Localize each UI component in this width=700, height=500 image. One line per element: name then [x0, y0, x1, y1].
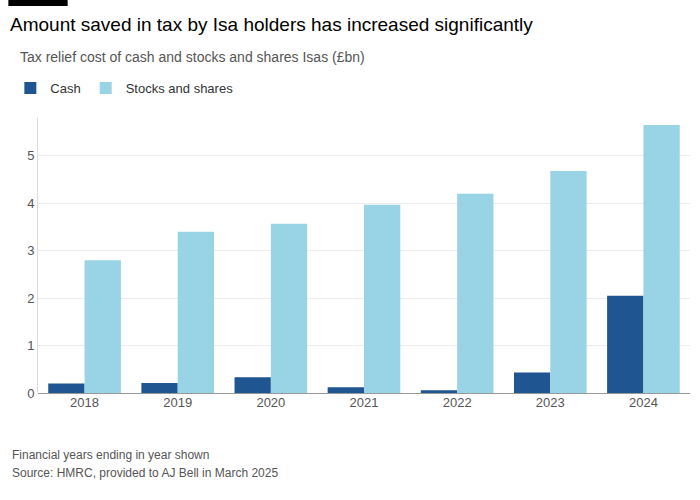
svg-text:2024: 2024	[629, 395, 658, 410]
svg-text:2020: 2020	[256, 395, 285, 410]
svg-text:3: 3	[27, 243, 34, 258]
svg-text:Source: HMRC, provided to AJ B: Source: HMRC, provided to AJ Bell in Mar…	[12, 466, 278, 480]
svg-text:Financial years ending in year: Financial years ending in year shown	[12, 448, 209, 462]
svg-text:Amount saved in tax by Isa hol: Amount saved in tax by Isa holders has i…	[10, 14, 533, 35]
svg-text:2023: 2023	[536, 395, 565, 410]
svg-text:Stocks and shares: Stocks and shares	[126, 81, 233, 96]
svg-text:2018: 2018	[70, 395, 99, 410]
svg-text:4: 4	[27, 196, 34, 211]
svg-text:2: 2	[27, 291, 34, 306]
svg-text:1: 1	[27, 338, 34, 353]
svg-text:5: 5	[27, 148, 34, 163]
svg-text:Cash: Cash	[50, 81, 80, 96]
svg-text:0: 0	[27, 386, 34, 401]
svg-text:2021: 2021	[350, 395, 379, 410]
svg-text:2022: 2022	[443, 395, 472, 410]
svg-text:Tax relief cost of cash and st: Tax relief cost of cash and stocks and s…	[20, 49, 365, 65]
svg-text:2019: 2019	[163, 395, 192, 410]
